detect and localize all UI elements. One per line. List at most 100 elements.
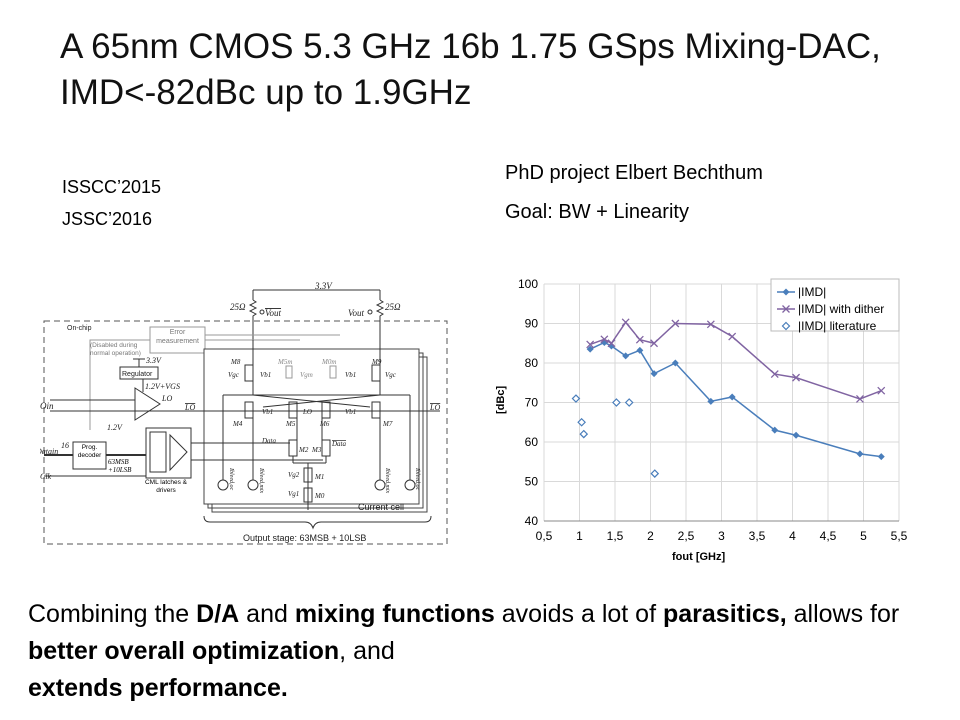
- disabled-note: (Disabled during normal operation): [90, 342, 141, 357]
- data-point: [635, 335, 644, 344]
- current-cell-label: Current cell: [358, 502, 404, 512]
- vgc-right-label: Vgc: [385, 371, 397, 379]
- reference-jssc: JSSC’2016: [62, 209, 153, 229]
- res-left-label: 25Ω: [230, 302, 246, 312]
- data-point: [707, 397, 715, 405]
- transistor-label: M7: [382, 420, 393, 428]
- vb1-label: Vb1: [260, 371, 271, 379]
- vg1-label: Vg1: [288, 490, 299, 498]
- data-point: [706, 320, 715, 329]
- y-tick-label: 80: [525, 356, 539, 370]
- output-stage-label: Output stage: 63MSB + 10LSB: [243, 533, 366, 543]
- data-point: [650, 339, 659, 348]
- ibleed-oc-label: Ibleed,oc: [414, 467, 420, 490]
- summary-bold: parasitics,: [662, 600, 787, 628]
- x-tick-label: 5,5: [891, 529, 908, 543]
- on-chip-boundary: [43, 320, 448, 545]
- supply-label: 3.3V: [314, 281, 333, 291]
- imd-chart: 40 50 60 70 80 90 100 0,5 1 1,5 2 2,5 3 3,5 4 4,5 5 5,5 […: [495, 277, 908, 563]
- summary-part: allows for: [786, 600, 900, 628]
- data-point: [728, 393, 736, 401]
- x-tick-label: 3,5: [749, 529, 766, 543]
- x-tick-label: 1: [576, 529, 583, 543]
- transistor-label: M3: [311, 446, 322, 454]
- slide-title: A 65nm CMOS 5.3 GHz 16b 1.75 GSps Mixing…: [60, 27, 881, 112]
- ibleed-oc-label: Ibleed,oc: [228, 467, 234, 490]
- summary-bold: mixing functions: [294, 600, 495, 628]
- ibleed-mix-label: Ibleed,mix: [258, 467, 264, 493]
- transistor-label: M5: [285, 420, 296, 428]
- vb1-label: Vb1: [345, 371, 356, 379]
- data-point: [728, 332, 737, 341]
- transistor-label: M6: [319, 420, 330, 428]
- chart-marks: [571, 318, 886, 478]
- y-tick-label: 90: [525, 317, 539, 331]
- vgm-label: Vgm: [300, 371, 313, 379]
- y-tick-label: 40: [525, 514, 539, 528]
- data-point: [771, 426, 779, 434]
- summary-bold: better overall optimization: [28, 637, 340, 665]
- lo-in-label: LOin: [40, 401, 54, 411]
- bus-label: 63MSB +10LSB: [108, 458, 132, 474]
- data-point: [671, 359, 679, 367]
- data-point: [877, 386, 886, 395]
- transistor-label: M1: [314, 473, 324, 481]
- data-point: [579, 429, 589, 439]
- x-axis-label: fout [GHz]: [672, 551, 725, 563]
- reg-supply-label: 3.3V: [145, 356, 162, 365]
- error-measurement-block: Error measurement: [156, 329, 199, 345]
- data-point: [586, 345, 594, 353]
- data-point: [782, 288, 790, 296]
- data-point: [621, 318, 630, 327]
- data-bar-label: Data: [331, 440, 347, 448]
- vg2-label: Vg2: [288, 471, 300, 479]
- y-tick-label: 50: [525, 475, 539, 489]
- lo-cell-label: LO: [302, 408, 312, 416]
- data-point: [781, 321, 791, 331]
- data-point: [650, 370, 658, 378]
- summary-part: Combining the: [28, 600, 197, 628]
- transistor-label: M8: [230, 358, 241, 366]
- data-point: [600, 335, 609, 344]
- clk-label: Clk: [40, 472, 52, 481]
- data-point: [855, 394, 864, 403]
- series-2: [571, 394, 660, 478]
- vgc-left-label: Vgc: [228, 371, 240, 379]
- data-point: [792, 373, 801, 382]
- vout-bar-label: Vout: [265, 308, 282, 318]
- legend-label: |IMD|: [798, 285, 826, 299]
- data-point: [612, 398, 621, 407]
- data-point: [650, 469, 660, 478]
- summary-bold: extends performance.: [28, 674, 288, 702]
- lo-bar-label: LO: [184, 403, 195, 412]
- chart-legend: |IMD| |IMD| with dither |IMD| literature: [770, 278, 900, 333]
- y-tick-label: 60: [525, 435, 539, 449]
- project-line: PhD project Elbert Bechthum: [505, 162, 763, 184]
- data-point: [877, 453, 885, 461]
- vb1-label: Vb1: [262, 408, 273, 416]
- vb1-label: Vb1: [345, 408, 356, 416]
- transistor-label: M0m: [321, 358, 336, 366]
- summary-bold: D/A: [196, 600, 240, 628]
- reference-isscc: ISSCC’2015: [62, 177, 162, 197]
- x-tick-label: 2,5: [678, 529, 695, 543]
- x-tick-label: 5: [860, 529, 867, 543]
- x-tick-label: 1,5: [607, 529, 624, 543]
- data-point: [671, 319, 680, 328]
- v12-label: 1.2V: [107, 423, 123, 432]
- circuit-diagram: 3.3V 25Ω 25Ω Vout Vout On-chip Error mea…: [40, 281, 448, 545]
- legend-label: |IMD| literature: [798, 319, 877, 333]
- lo-bar-right-label: LO: [429, 403, 440, 412]
- x-tick-label: 0,5: [536, 529, 553, 543]
- decoder-block: Prog. decoder: [77, 444, 102, 459]
- x-tick-label: 2: [647, 529, 654, 543]
- reg-out-label: 1.2V+VGS: [145, 382, 180, 391]
- series-1: [586, 318, 886, 403]
- ibleed-mix-label: Ibleed,mix: [384, 467, 390, 493]
- data-point: [636, 346, 644, 354]
- data-point: [624, 398, 634, 407]
- on-chip-label: On-chip: [67, 325, 92, 332]
- data-point: [586, 340, 595, 349]
- vout-label: Vout: [348, 308, 365, 318]
- res-right-label: 25Ω: [385, 302, 401, 312]
